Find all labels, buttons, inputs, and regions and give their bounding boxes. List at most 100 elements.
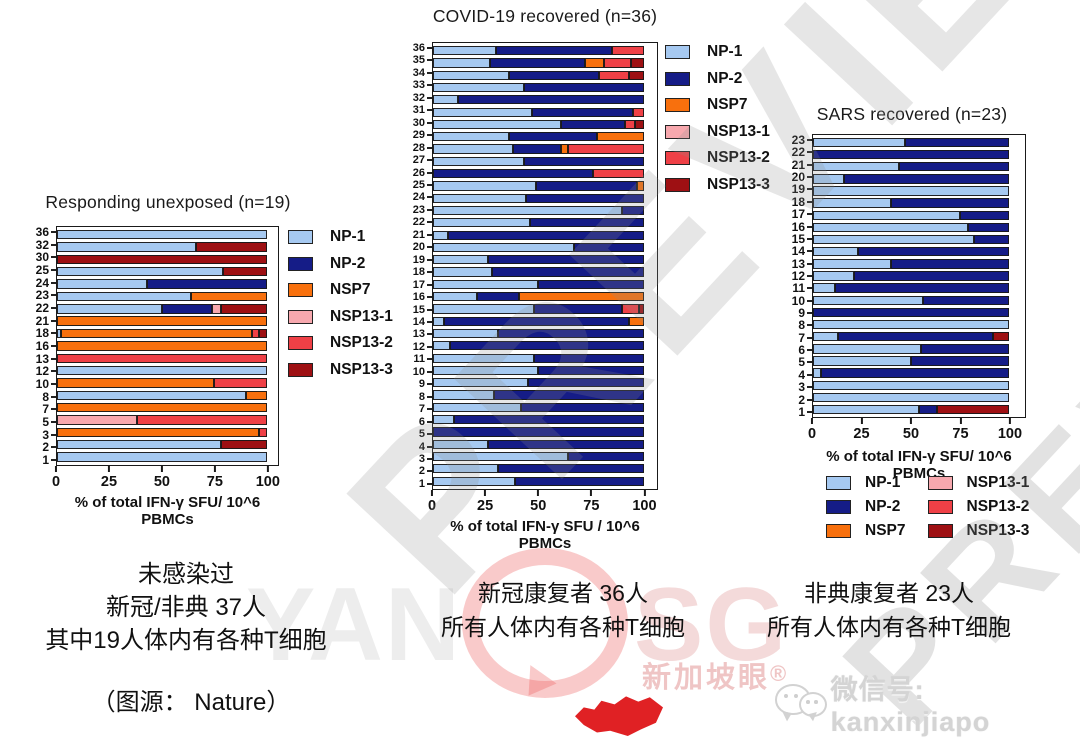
- caption-sars-recovered: 非典康复者 23人 所有人体内有各种T细胞: [722, 576, 1056, 644]
- bar-track: [57, 316, 267, 326]
- legend-label: NSP7: [865, 522, 906, 539]
- bar-track: [433, 132, 644, 142]
- bar-track: [433, 83, 644, 93]
- bar-row: [57, 403, 278, 413]
- bar-segment-np-1: [433, 378, 528, 388]
- bar-segment-nsp7: [57, 378, 215, 388]
- bar-track: [813, 149, 1010, 160]
- bar-segment-np-2: [905, 137, 1010, 148]
- tick-label: 75: [206, 474, 223, 490]
- legend-item: NP-2: [665, 70, 770, 88]
- bar-segment-np-2: [918, 404, 937, 415]
- bar-segment-np-1: [57, 267, 223, 277]
- bar-track: [433, 107, 644, 117]
- bar-row: [813, 149, 1025, 160]
- y-axis-label: 5: [404, 429, 432, 440]
- bar-segment-np-2: [536, 181, 638, 191]
- legend-swatch-np-1: [665, 45, 690, 59]
- tick-label: 100: [997, 426, 1023, 442]
- bar-row: [813, 234, 1025, 245]
- bar-segment-np-1: [813, 162, 900, 172]
- bar-track: [433, 328, 644, 339]
- x-axis-label: % of total IFN-γ SFU / 10^6 PBMCs: [450, 518, 640, 552]
- bar-row: [57, 440, 278, 450]
- bar-row: [813, 247, 1025, 257]
- bar-segment-nsp13-2: [567, 144, 644, 154]
- bar-segment-np-1: [433, 353, 535, 363]
- bar-segment-np-1: [433, 218, 530, 228]
- tick-mark: [484, 490, 487, 496]
- tick-mark: [107, 466, 110, 472]
- bar-segment-np-2: [534, 304, 623, 314]
- y-axis-label: 11: [404, 354, 432, 365]
- bar-segment-np-2: [538, 365, 644, 376]
- bar-row: [57, 378, 278, 388]
- bar-segment-np-2: [820, 368, 1010, 378]
- bar-track: [813, 368, 1010, 378]
- y-axis-label: 3: [404, 453, 432, 464]
- bar-track: [813, 259, 1010, 269]
- caption-line: 所有人体内有各种T细胞: [440, 614, 686, 640]
- bar-track: [433, 292, 644, 302]
- legend-swatch-nsp13-2: [288, 336, 313, 350]
- bar-row: [433, 132, 657, 142]
- bar-row: [433, 316, 657, 326]
- legend-swatch-nsp7: [288, 283, 313, 297]
- bar-row: [813, 222, 1025, 233]
- bar-segment-np-2: [513, 144, 562, 154]
- legend-swatch-np-1: [288, 230, 313, 244]
- x-axis-tick: 75: [952, 418, 969, 442]
- y-axis-label: 20: [404, 242, 432, 253]
- y-axis-label: 10: [404, 366, 432, 377]
- x-axis-tick: 75: [583, 490, 599, 514]
- bar-track: [813, 283, 1010, 293]
- bar-segment-nsp13-2: [622, 304, 640, 314]
- tick-mark: [643, 490, 646, 496]
- bar-segment-np-2: [449, 341, 644, 351]
- bar-row: [433, 267, 657, 277]
- bar-segment-nsp7: [57, 427, 259, 438]
- tick-label: 100: [255, 474, 280, 490]
- x-axis-tick: 100: [632, 490, 657, 514]
- bar-segment-np-2: [574, 242, 644, 253]
- bar-segment-nsp7: [191, 291, 267, 302]
- bar-row: [57, 242, 278, 252]
- wechat-bubble-small: [799, 692, 827, 717]
- bar-row: [813, 283, 1025, 293]
- tick-mark: [959, 418, 962, 424]
- bar-segment-nsp13-3: [630, 58, 644, 68]
- bar-segment-np-2: [521, 402, 644, 412]
- y-axis-label: 9: [404, 379, 432, 390]
- bar-segment-np-1: [57, 279, 148, 289]
- legend-label: NSP13-2: [330, 334, 393, 351]
- y-axis-label: 22: [404, 217, 432, 228]
- y-axis-label: 21: [404, 229, 432, 240]
- chart-responding-unexposed: Responding unexposed (n=19) 36 32 30 25 24 23…: [28, 192, 408, 528]
- legend-item: NP-1: [665, 43, 770, 61]
- bar-segment-np-2: [454, 415, 644, 425]
- tick-mark: [213, 466, 216, 472]
- bar-segment-np-2: [447, 230, 644, 240]
- y-axis-label: 17: [782, 208, 812, 220]
- bar-row: [813, 162, 1025, 172]
- y-axis-label: 26: [404, 167, 432, 178]
- y-axis-label: 17: [404, 279, 432, 290]
- chart-title: COVID-19 recovered (n=36): [432, 6, 658, 26]
- bar-row: [433, 378, 657, 388]
- bar-segment-np-2: [561, 119, 625, 130]
- y-axis-label: 35: [404, 55, 432, 66]
- bar-row: [433, 415, 657, 425]
- y-axis-labels: 36 32 30 25 24 23 22 21 18 16 13 12 10 8 7 5 3 2 1: [28, 226, 56, 466]
- bar-segment-np-1: [433, 119, 562, 130]
- bar-segment-np-1: [433, 402, 522, 412]
- y-axis-label: 15: [404, 304, 432, 315]
- bar-segment-np-1: [433, 107, 532, 117]
- tick-mark: [590, 490, 593, 496]
- bar-segment-np-2: [527, 378, 644, 388]
- bar-row: [57, 365, 278, 376]
- bar-segment-np-1: [433, 316, 444, 326]
- legend-item: NP-2: [826, 498, 906, 516]
- bar-track: [433, 193, 644, 203]
- bar-row: [433, 427, 657, 437]
- tick-label: 50: [153, 474, 170, 490]
